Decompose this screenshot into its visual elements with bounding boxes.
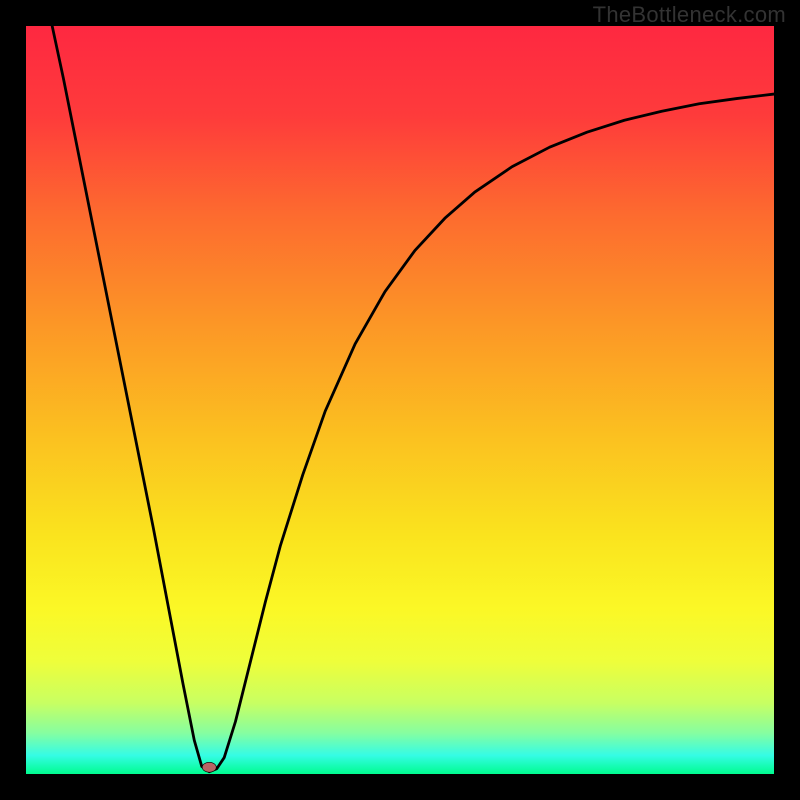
plot-background: [26, 26, 774, 774]
bottleneck-curve-chart: [0, 0, 800, 800]
chart-container: TheBottleneck.com: [0, 0, 800, 800]
watermark-text: TheBottleneck.com: [593, 2, 786, 28]
optimum-marker: [202, 762, 216, 772]
